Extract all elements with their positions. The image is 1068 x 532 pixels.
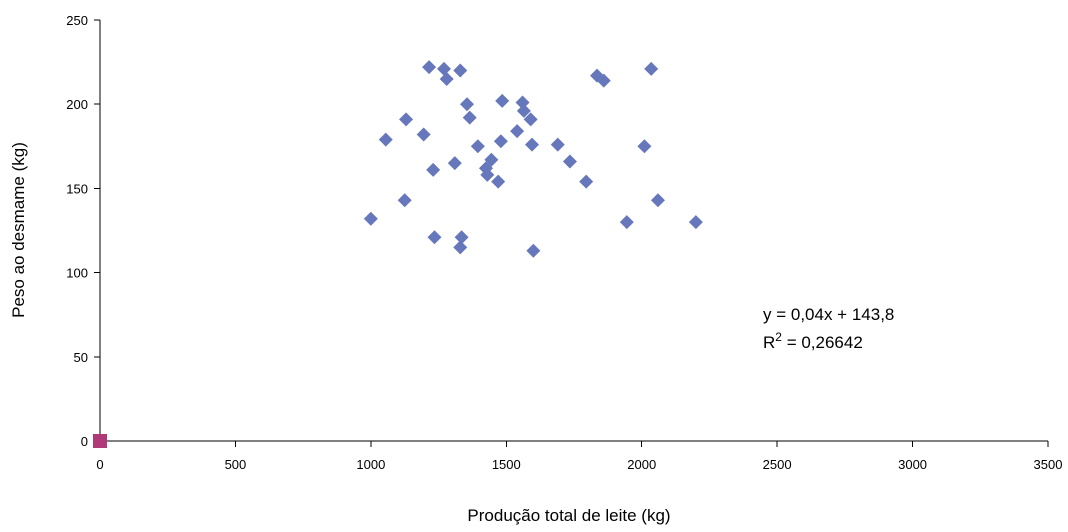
data-point — [378, 132, 393, 147]
data-point — [495, 93, 510, 108]
data-point — [454, 230, 469, 245]
x-tick-label: 2000 — [627, 457, 656, 472]
x-axis-title: Produção total de leite (kg) — [467, 506, 670, 525]
regression-annotation: y = 0,04x + 143,8 R2 = 0,26642 — [763, 305, 894, 352]
data-point — [596, 73, 611, 88]
data-point — [484, 152, 499, 167]
y-tick-label: 0 — [81, 434, 88, 449]
data-point — [436, 61, 451, 76]
x-tick-label: 2500 — [763, 457, 792, 472]
y-axis-ticks: 0 50 100 150 200 250 — [66, 13, 100, 449]
data-point — [516, 103, 531, 118]
x-tick-label: 1000 — [356, 457, 385, 472]
data-point — [453, 63, 468, 78]
data-point — [491, 174, 506, 189]
y-tick-label: 150 — [66, 181, 88, 196]
data-point — [480, 167, 495, 182]
data-point — [550, 137, 565, 152]
x-tick-label: 0 — [96, 457, 103, 472]
regression-equation: y = 0,04x + 143,8 — [763, 305, 894, 324]
data-point — [619, 215, 634, 230]
x-tick-label: 500 — [225, 457, 247, 472]
data-point — [637, 139, 652, 154]
origin-point — [93, 434, 107, 448]
y-tick-label: 200 — [66, 97, 88, 112]
data-point — [525, 137, 540, 152]
data-point — [523, 112, 538, 127]
x-tick-label: 3000 — [898, 457, 927, 472]
data-point — [363, 211, 378, 226]
data-point — [399, 112, 414, 127]
data-point — [650, 193, 665, 208]
y-axis-title: Peso ao desmame (kg) — [9, 142, 28, 318]
r-squared-prefix: R — [763, 333, 775, 352]
data-point — [416, 127, 431, 142]
data-point — [422, 60, 437, 75]
data-point — [453, 240, 468, 255]
data-point — [460, 97, 475, 112]
data-point — [493, 134, 508, 149]
data-point — [515, 95, 530, 110]
data-point — [462, 110, 477, 125]
data-point — [439, 71, 454, 86]
y-tick-label: 100 — [66, 266, 88, 281]
r-squared-label: R2 = 0,26642 — [763, 330, 863, 352]
data-point — [526, 243, 541, 258]
data-point — [397, 193, 412, 208]
data-point — [688, 215, 703, 230]
x-axis-ticks: 0 500 1000 1500 2000 2500 3000 3500 — [96, 441, 1062, 472]
axes — [99, 20, 1048, 442]
x-tick-label: 1500 — [492, 457, 521, 472]
data-point — [470, 139, 485, 154]
data-point — [579, 174, 594, 189]
data-point — [562, 154, 577, 169]
x-tick-label: 3500 — [1034, 457, 1063, 472]
r-squared-value: = 0,26642 — [782, 333, 863, 352]
data-point — [426, 162, 441, 177]
data-point — [447, 156, 462, 171]
data-point — [510, 124, 525, 139]
data-point — [427, 230, 442, 245]
y-tick-label: 50 — [74, 350, 88, 365]
data-point — [644, 61, 659, 76]
r-squared-superscript: 2 — [775, 330, 782, 344]
data-points — [93, 60, 703, 448]
y-tick-label: 250 — [66, 13, 88, 28]
